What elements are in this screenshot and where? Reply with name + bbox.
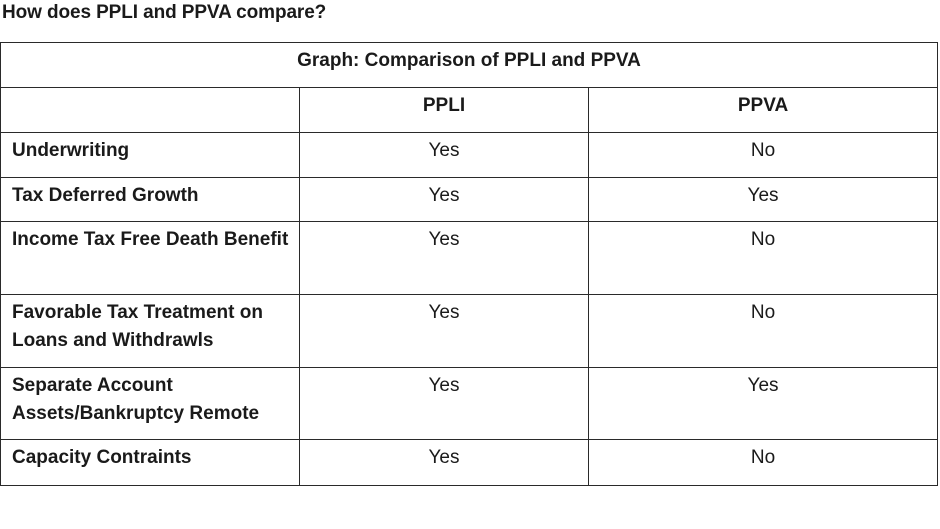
table-caption-row: Graph: Comparison of PPLI and PPVA: [0, 42, 939, 88]
ppli-value: Yes: [299, 439, 589, 486]
table-caption: Graph: Comparison of PPLI and PPVA: [0, 42, 939, 88]
comparison-table: Graph: Comparison of PPLI and PPVA PPLI …: [0, 42, 939, 486]
ppva-value: No: [587, 221, 939, 295]
row-label: Income Tax Free Death Benefit: [0, 221, 300, 295]
page-heading: How does PPLI and PPVA compare?: [2, 2, 327, 23]
ppva-value: No: [587, 132, 939, 178]
column-header-empty: [0, 87, 300, 133]
table-row: Separate Account Assets/Bankruptcy Remot…: [0, 367, 939, 440]
row-label: Capacity Contraints: [0, 439, 300, 486]
table-row: Income Tax Free Death Benefit Yes No: [0, 221, 939, 295]
row-label: Underwriting: [0, 132, 300, 178]
ppli-value: Yes: [299, 294, 589, 368]
table-caption-text: Graph: Comparison of PPLI and PPVA: [297, 50, 641, 71]
ppli-value: Yes: [299, 132, 589, 178]
column-header-ppva: PPVA: [587, 87, 939, 133]
ppva-value: Yes: [587, 177, 939, 222]
row-label: Separate Account Assets/Bankruptcy Remot…: [0, 367, 300, 440]
ppli-value: Yes: [299, 177, 589, 222]
table-row: Tax Deferred Growth Yes Yes: [0, 177, 939, 222]
ppli-value: Yes: [299, 367, 589, 440]
ppli-value: Yes: [299, 221, 589, 295]
row-label: Tax Deferred Growth: [0, 177, 300, 222]
table-row: Capacity Contraints Yes No: [0, 439, 939, 486]
table-row: Favorable Tax Treatment on Loans and Wit…: [0, 294, 939, 368]
table-row: Underwriting Yes No: [0, 132, 939, 178]
column-header-ppli: PPLI: [299, 87, 589, 133]
ppva-value: No: [587, 439, 939, 486]
ppva-value: No: [587, 294, 939, 368]
row-label: Favorable Tax Treatment on Loans and Wit…: [0, 294, 300, 368]
table-header-row: PPLI PPVA: [0, 87, 939, 133]
ppva-value: Yes: [587, 367, 939, 440]
